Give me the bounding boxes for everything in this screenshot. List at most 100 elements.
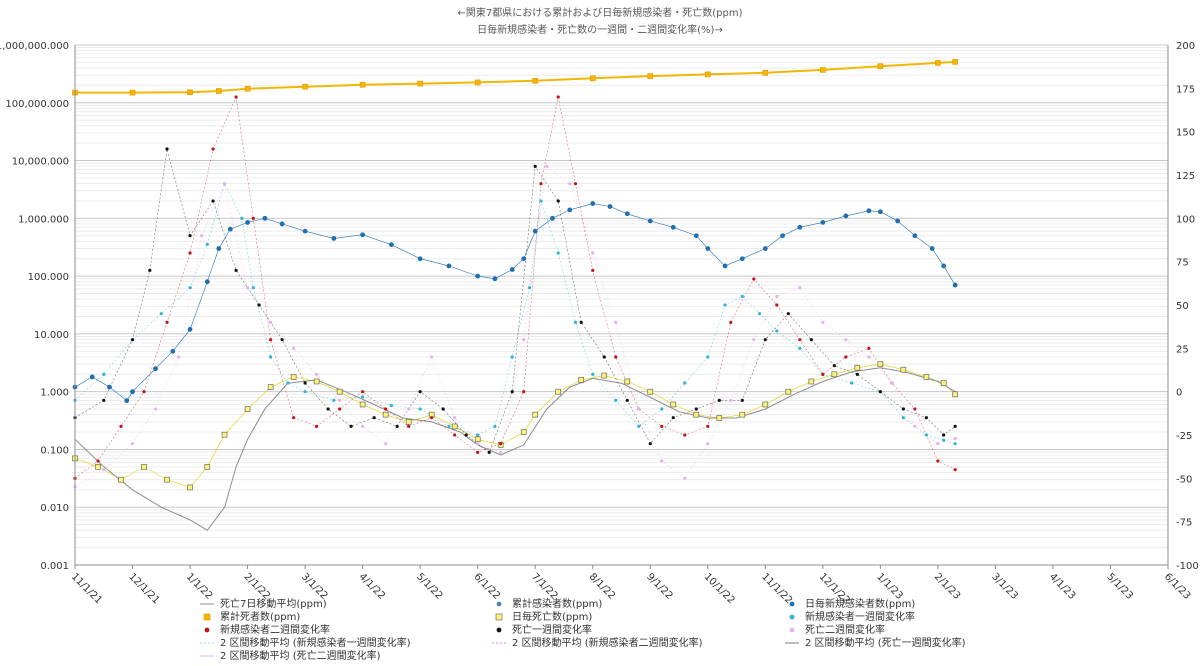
series-6-point xyxy=(407,424,411,428)
series-3-point xyxy=(716,415,723,421)
series-5-point xyxy=(723,303,727,307)
series-6-point xyxy=(798,338,802,342)
series-3-point xyxy=(405,419,412,425)
legend-symbol xyxy=(789,627,795,633)
series-7-point xyxy=(878,390,882,394)
series-1-point xyxy=(331,235,337,241)
series-2-point xyxy=(935,60,941,66)
legend-label: 2 区間移動平均 (新規感染者一週間変化率) xyxy=(220,636,411,649)
series-7-point xyxy=(556,199,560,203)
series-3-point xyxy=(451,423,458,430)
series-5-point xyxy=(556,251,560,255)
legend-label: 新規感染者一週間変化率 xyxy=(805,610,915,623)
series-3-point xyxy=(647,388,654,395)
left-tick-label: 0.100 xyxy=(40,445,69,456)
x-tick-label: 4/1/22 xyxy=(357,571,388,602)
series-5-point xyxy=(476,433,480,437)
series-3-point xyxy=(900,366,907,373)
series-7-point xyxy=(441,407,445,411)
series-7-point xyxy=(395,424,399,428)
series-7-point xyxy=(418,390,422,394)
series-8-point xyxy=(890,381,894,385)
series-5-point xyxy=(102,372,106,376)
series-8-point xyxy=(338,398,342,402)
series-5-point xyxy=(286,381,290,385)
legend-label: 新規感染者二週間変化率 xyxy=(220,623,330,636)
series-1-point xyxy=(895,218,901,224)
series-1-point xyxy=(670,224,676,230)
series-1-point xyxy=(722,263,728,269)
series-3-point xyxy=(762,401,769,408)
series-1-line xyxy=(74,203,956,402)
series-5-point xyxy=(389,403,393,408)
series-7-point xyxy=(211,199,215,203)
series-8-point xyxy=(453,416,457,420)
series-7-point xyxy=(148,268,152,272)
series-8-point xyxy=(867,355,871,359)
series-3-point xyxy=(204,464,211,470)
series-6-point xyxy=(539,182,543,186)
series-lines xyxy=(74,60,956,531)
series-3-point xyxy=(952,391,958,398)
series-5-line xyxy=(74,182,956,444)
legend-symbol xyxy=(204,627,210,633)
series-3-point xyxy=(382,411,389,418)
series-6-point xyxy=(234,95,238,99)
x-tick-label: 3/1/23 xyxy=(989,571,1020,602)
series-3-point xyxy=(118,476,124,483)
series-markers xyxy=(72,59,958,491)
series-7-point xyxy=(694,407,698,411)
series-1-point xyxy=(475,273,481,279)
right-tick-label: 200 xyxy=(1176,41,1195,52)
series-7-point xyxy=(855,372,859,376)
series-3-point xyxy=(141,464,147,470)
left-tick-label: 1.000 xyxy=(40,388,69,399)
series-1-point xyxy=(780,233,785,239)
series-6-point xyxy=(361,390,365,394)
series-5-point xyxy=(901,416,905,420)
series-5-point xyxy=(418,407,422,411)
series-3-point xyxy=(313,378,320,385)
legend-label: 日毎新規感染者数(ppm) xyxy=(805,597,915,610)
right-tick-label: 50 xyxy=(1176,301,1189,312)
series-3-point xyxy=(670,401,677,408)
series-1-point xyxy=(492,276,498,282)
series-7-point xyxy=(326,407,330,411)
left-tick-label: 10,000.000 xyxy=(12,157,69,168)
series-1-point xyxy=(107,384,112,390)
series-5-point xyxy=(240,216,244,220)
series-3-point xyxy=(532,411,539,418)
series-5-point xyxy=(706,355,710,359)
series-7-point xyxy=(832,364,836,368)
legend-label: 死亡二週間変化率 xyxy=(805,623,885,636)
right-tick-label: -25 xyxy=(1176,431,1192,442)
series-6-point xyxy=(660,424,664,428)
left-tick-label: 100.000 xyxy=(28,272,69,283)
series-3-point xyxy=(164,476,170,483)
gridlines xyxy=(75,44,1168,566)
series-1-point xyxy=(941,263,947,269)
series-7-point xyxy=(901,407,905,411)
series-7-point xyxy=(786,312,790,316)
series-7-point xyxy=(234,268,238,272)
series-7-point xyxy=(280,338,284,342)
series-6-point xyxy=(913,407,917,411)
series-6-point xyxy=(522,390,526,394)
series-6-point xyxy=(867,346,871,350)
series-8-point xyxy=(102,468,106,472)
x-tick-label: 11/1/22 xyxy=(759,571,794,606)
series-1-point xyxy=(521,256,527,262)
series-3-point xyxy=(244,406,251,412)
series-6-point xyxy=(683,433,687,437)
series-1-point xyxy=(929,246,935,251)
series-1-point xyxy=(693,233,699,239)
series-5-point xyxy=(303,390,307,394)
x-tick-label: 7/1/22 xyxy=(529,571,560,602)
series-5-point xyxy=(683,381,687,385)
series-6-point xyxy=(165,320,169,324)
series-5-point xyxy=(268,355,273,359)
series-5-point xyxy=(850,381,854,385)
series-1-point xyxy=(509,267,515,272)
x-tick-label: 2/1/22 xyxy=(241,571,272,602)
left-tick-label: 100,000.000 xyxy=(5,99,69,110)
